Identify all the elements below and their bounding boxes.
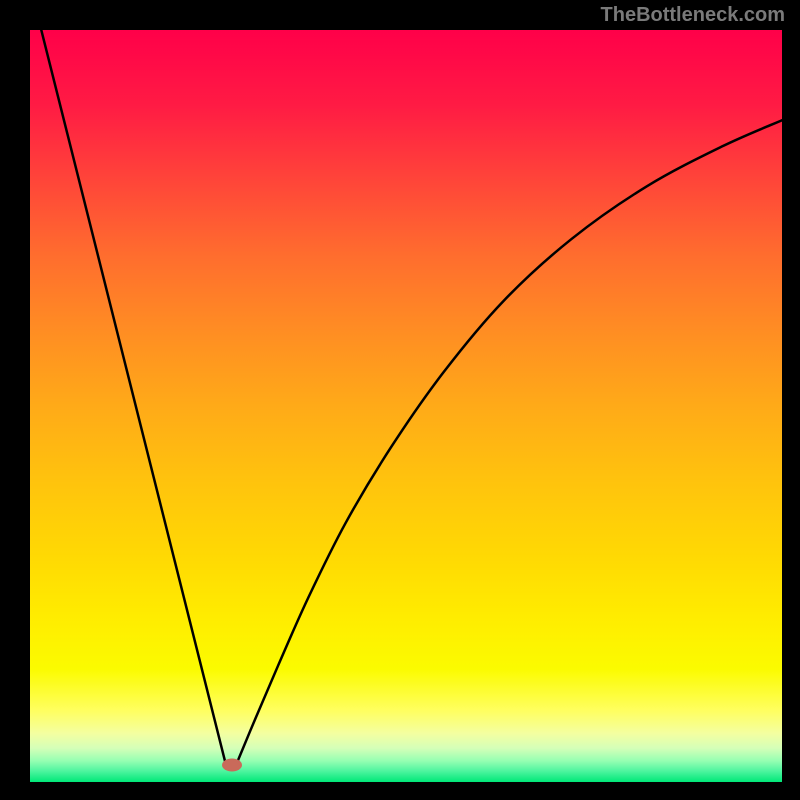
optimal-point-marker — [222, 759, 242, 772]
watermark-text: TheBottleneck.com — [601, 4, 785, 27]
chart-plot-area — [30, 30, 782, 782]
bottleneck-curve — [30, 30, 782, 782]
